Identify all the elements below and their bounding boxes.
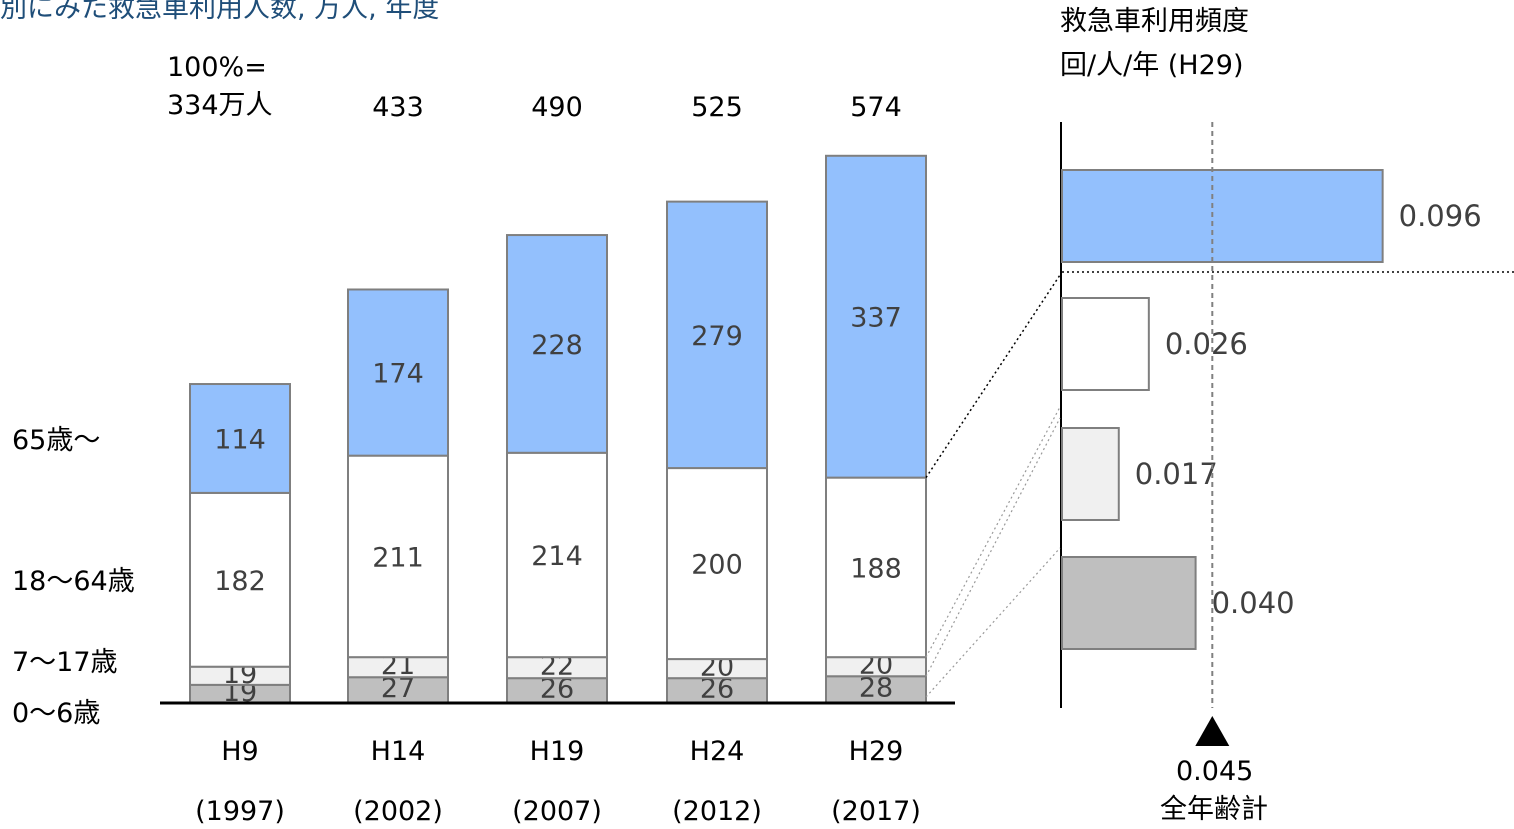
bar-age-18-64-H29 [825, 476, 927, 659]
value-label-age-65plus-H14: 174 [372, 359, 424, 390]
bar-age-18-64-H9 [189, 491, 291, 668]
value-label-age-18-64-H19: 214 [531, 541, 583, 572]
x-tick-label-H24: H24 [690, 736, 745, 767]
bar-age-0-6-H24 [666, 677, 768, 704]
connector-0-6 [925, 547, 1061, 698]
right-chart-subtitle: 回/人/年 (H29) [1060, 50, 1244, 81]
connector-65plus [925, 274, 1061, 479]
overall-marker-value: 0.045 [1176, 756, 1254, 787]
x-tick-label-H14: H14 [371, 736, 426, 767]
chart-title-fragment: 別にみた救急車利用人数, 万人, 年度 [0, 0, 440, 24]
value-label-age-0-6-H14: 27 [381, 673, 415, 704]
value-label-age-65plus-H9: 114 [214, 424, 266, 455]
overall-marker-triangle [1195, 716, 1230, 746]
value-label-age-18-64-H14: 211 [372, 542, 424, 573]
bar-age-65plus-H14 [347, 288, 449, 457]
x-tick-label-H29: H29 [849, 736, 904, 767]
hbar-value-age-18-64: 0.026 [1165, 327, 1248, 361]
total-header-line1: 100%= [167, 52, 267, 83]
right-chart-title: 救急車利用頻度 [1060, 6, 1249, 37]
total-header-line2: 334万人 [167, 90, 273, 121]
total-label-H19: 490 [531, 92, 583, 123]
hbar-age-7-17 [1061, 427, 1120, 521]
x-tick-year-H24: (2012) [672, 796, 762, 827]
bar-age-65plus-H9 [189, 383, 291, 494]
connector-18-64 [925, 406, 1061, 658]
value-label-age-18-64-H24: 200 [691, 550, 743, 581]
bar-age-18-64-H24 [666, 467, 768, 661]
bar-age-65plus-H24 [666, 200, 768, 470]
x-tick-year-H14: (2002) [353, 796, 443, 827]
x-tick-year-H9: (1997) [195, 796, 285, 827]
hbar-value-age-0-6: 0.040 [1212, 586, 1295, 620]
row-label-65plus: 65歳～ [12, 425, 101, 456]
total-label-H14: 433 [372, 92, 424, 123]
value-label-age-18-64-H29: 188 [850, 553, 902, 584]
value-label-age-0-6-H29: 28 [859, 673, 893, 704]
hbar-age-0-6 [1061, 556, 1197, 650]
row-label-0-6: 0～6歳 [12, 698, 101, 729]
overall-marker-label: 全年齢計 [1160, 794, 1268, 825]
bar-age-65plus-H29 [825, 154, 927, 479]
x-tick-label-H9: H9 [221, 736, 258, 767]
value-label-age-65plus-H24: 279 [691, 321, 743, 352]
hbar-value-age-7-17: 0.017 [1135, 457, 1218, 491]
value-label-age-65plus-H29: 337 [850, 303, 902, 334]
hbar-age-18-64 [1061, 297, 1150, 391]
x-tick-label-H19: H19 [530, 736, 585, 767]
value-label-age-65plus-H19: 228 [531, 330, 583, 361]
x-tick-year-H19: (2007) [512, 796, 602, 827]
hbar-age-65plus [1061, 169, 1384, 263]
x-tick-year-H29: (2017) [831, 796, 921, 827]
connector-7-17 [925, 417, 1061, 677]
row-label-7-17: 7～17歳 [12, 647, 118, 678]
row-label-18-64: 18～64歳 [12, 566, 135, 597]
value-label-age-18-64-H9: 182 [214, 566, 266, 597]
total-label-H29: 574 [850, 92, 902, 123]
bar-age-65plus-H19 [506, 234, 608, 454]
total-label-H24: 525 [691, 92, 743, 123]
hbar-value-age-65plus: 0.096 [1399, 199, 1482, 233]
bar-age-18-64-H19 [506, 451, 608, 659]
bar-age-0-6-H14 [347, 676, 449, 705]
